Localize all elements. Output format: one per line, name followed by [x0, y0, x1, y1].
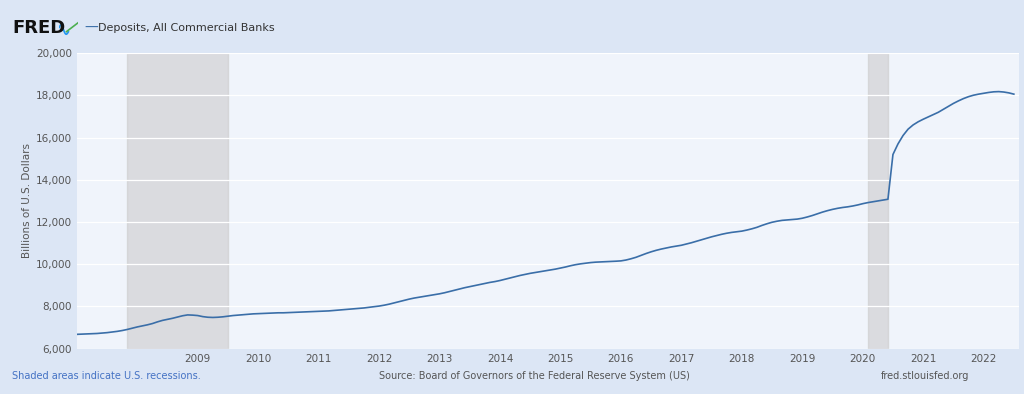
Bar: [127, 53, 228, 349]
Text: —: —: [84, 20, 97, 35]
Text: Source: Board of Governors of the Federal Reserve System (US): Source: Board of Governors of the Federa…: [379, 371, 690, 381]
Bar: [867, 53, 888, 349]
Text: fred.stlouisfed.org: fred.stlouisfed.org: [881, 371, 969, 381]
Y-axis label: Billions of U.S. Dollars: Billions of U.S. Dollars: [22, 143, 32, 258]
Text: Deposits, All Commercial Banks: Deposits, All Commercial Banks: [98, 22, 274, 33]
Text: FRED: FRED: [12, 19, 66, 37]
Text: Shaded areas indicate U.S. recessions.: Shaded areas indicate U.S. recessions.: [12, 371, 201, 381]
